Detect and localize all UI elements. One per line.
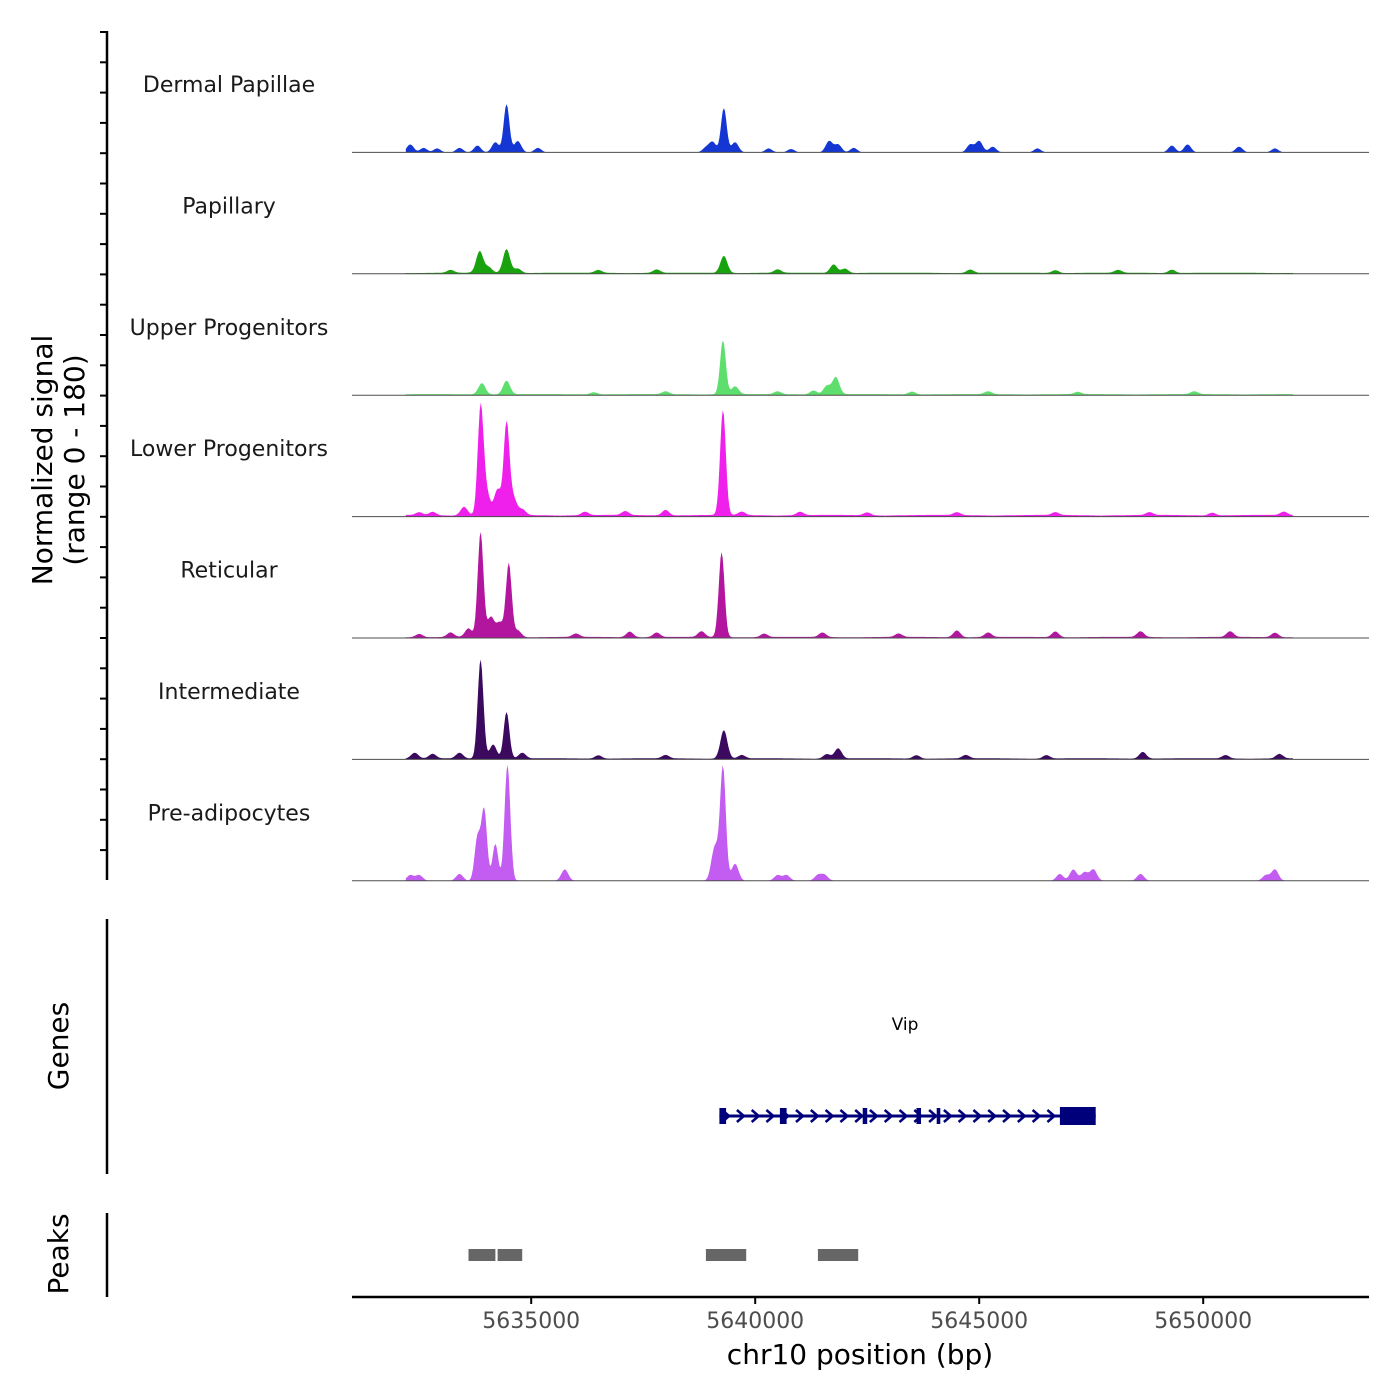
signal-area-dermal-papillae (405, 104, 1293, 153)
strand-arrow-icon (765, 1109, 776, 1123)
strand-arrow-icon (957, 1109, 968, 1123)
track-lower-progenitors: Lower Progenitors (130, 402, 1369, 518)
peak-track (468, 1249, 859, 1261)
strand-arrow-icon (1046, 1109, 1057, 1123)
x-tick-label: 5640000 (706, 1309, 804, 1334)
peak-region (705, 1249, 747, 1261)
signal-area-pre-adipocytes (405, 764, 1293, 881)
signal-area-lower-progenitors (405, 402, 1293, 517)
signal-area-reticular (405, 532, 1293, 638)
y-axis-subtitle: (range 0 - 180) (58, 354, 91, 565)
strand-arrow-icon (943, 1109, 953, 1123)
x-tick-label: 5650000 (1154, 1309, 1252, 1334)
track-label-papillary: Papillary (182, 194, 276, 219)
track-pre-adipocytes: Pre-adipocytes (148, 764, 1369, 882)
strand-arrow-icon (854, 1109, 865, 1123)
peak-region (817, 1249, 859, 1261)
signal-tracks: Dermal Papillae Papillary Upper Progenitor… (130, 73, 1369, 882)
x-tick-label: 5645000 (930, 1309, 1028, 1334)
strand-arrow-icon (795, 1109, 805, 1123)
peak-region (468, 1249, 496, 1261)
gene-track: Vip (719, 1015, 1096, 1125)
peaks-axis-title: Peaks (42, 1213, 75, 1294)
strand-arrow-icon (869, 1109, 879, 1123)
track-papillary: Papillary (182, 194, 1369, 275)
signal-y-ticks (100, 31, 107, 852)
track-label-lower-progenitors: Lower Progenitors (130, 437, 328, 462)
strand-arrow-icon (809, 1109, 820, 1123)
strand-arrow-icon (1002, 1109, 1012, 1123)
y-axis-title: Normalized signal (26, 335, 59, 586)
gene-exon (936, 1108, 941, 1124)
strand-arrow-icon (750, 1109, 761, 1123)
strand-arrow-icon (883, 1109, 894, 1123)
strand-arrow-icon (736, 1109, 746, 1123)
strand-arrow-icon (898, 1109, 909, 1123)
strand-arrow-icon (1031, 1109, 1042, 1123)
gene-exon (719, 1108, 727, 1124)
genes-axis-title: Genes (42, 1002, 75, 1090)
x-tick-label: 5635000 (482, 1309, 580, 1334)
signal-area-papillary (405, 249, 1293, 274)
strand-arrow-icon (839, 1109, 850, 1123)
strand-arrow-icon (987, 1109, 998, 1123)
signal-area-upper-progenitors (405, 340, 1293, 396)
track-dermal-papillae: Dermal Papillae (143, 73, 1369, 153)
gene-exon (862, 1108, 868, 1124)
strand-arrow-icon (824, 1109, 835, 1123)
gene-name-label: Vip (892, 1015, 919, 1035)
track-upper-progenitors: Upper Progenitors (130, 316, 1369, 396)
x-axis-ticks: 5635000 5640000 5645000 5650000 (482, 1297, 1252, 1334)
gene-exon (1059, 1107, 1096, 1125)
strand-arrow-icon (1016, 1109, 1027, 1123)
gene-exon (916, 1108, 921, 1124)
x-axis-title: chr10 position (bp) (727, 1338, 993, 1371)
track-reticular: Reticular (180, 532, 1369, 639)
track-label-upper-progenitors: Upper Progenitors (130, 316, 329, 341)
strand-arrow-icon (972, 1109, 983, 1123)
track-label-intermediate: Intermediate (158, 680, 300, 705)
peak-region (497, 1249, 523, 1261)
signal-area-intermediate (405, 659, 1293, 760)
track-label-pre-adipocytes: Pre-adipocytes (148, 801, 311, 826)
track-label-dermal-papillae: Dermal Papillae (143, 73, 315, 98)
track-intermediate: Intermediate (158, 659, 1369, 760)
strand-arrow-icon (928, 1109, 939, 1123)
track-label-reticular: Reticular (180, 559, 278, 584)
gene-exon (779, 1108, 787, 1124)
